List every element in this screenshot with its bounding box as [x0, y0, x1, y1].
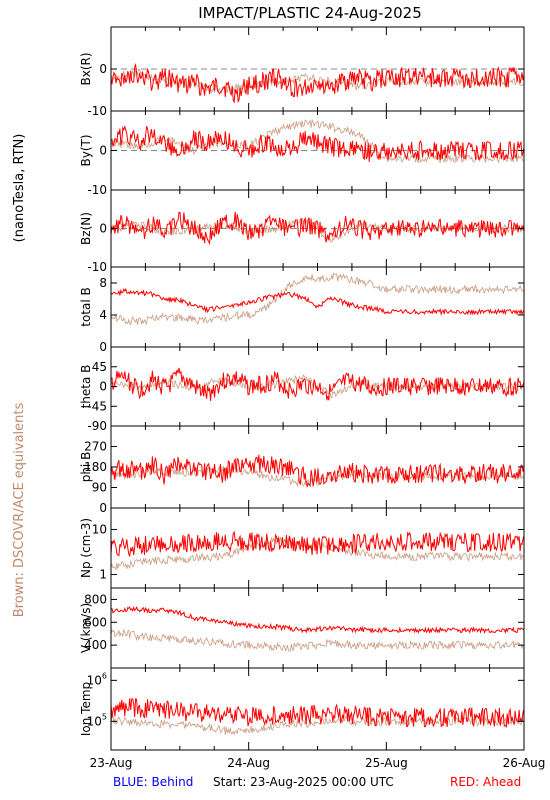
- series-ahead-line: [111, 530, 524, 557]
- series-group: [111, 530, 524, 570]
- panel-0: 0 -10 Bx(R): [79, 26, 525, 118]
- series-ahead-line: [111, 697, 524, 729]
- y-axis-label: By(T): [79, 134, 93, 166]
- y-tick-label: -10: [87, 183, 107, 197]
- y-tick-label: -10: [87, 104, 107, 118]
- y-tick-label: 270: [84, 440, 107, 454]
- y-tick-label: 800: [84, 592, 107, 606]
- y-tick-label: 1: [99, 567, 107, 581]
- chart-title: IMPACT/PLASTIC 24-Aug-2025: [198, 4, 422, 22]
- y-tick-label: 0: [99, 340, 107, 354]
- y-tick-label: 600: [84, 615, 107, 629]
- footer-ahead: RED: Ahead: [450, 775, 521, 789]
- left-label-top: (nanoTesla, RTN): [12, 134, 27, 243]
- series-ace-line: [111, 715, 524, 736]
- series-ahead-line: [111, 287, 524, 316]
- series-ahead-line: [111, 454, 524, 488]
- series-ahead-line: [111, 367, 524, 401]
- x-axis: 23-Aug 24-Aug 25-Aug 26-Aug: [90, 756, 546, 770]
- series-group: [111, 605, 524, 652]
- panel-5: 270 180 90 0 phi B: [79, 425, 525, 515]
- series-group: [111, 211, 524, 246]
- series-group: [111, 367, 524, 401]
- panels: 0 -10 Bx(R) 0 -10 By(T) 0 -10 Bz(N) 8 4 0 total B 45 0…: [79, 26, 525, 751]
- y-tick-label: 45: [92, 360, 107, 374]
- series-group: [111, 697, 524, 736]
- y-axis-label: V (km/s): [79, 603, 93, 653]
- y-tick-label: 8: [99, 276, 107, 290]
- y-tick-label: 400: [84, 638, 107, 652]
- y-tick-label: 0: [99, 144, 107, 158]
- footer-behind: BLUE: Behind: [113, 775, 193, 789]
- series-ahead-line: [111, 211, 524, 246]
- series-group: [111, 454, 524, 488]
- panel-3: 8 4 0 total B: [79, 266, 525, 354]
- panel-2: 0 -10 Bz(N): [79, 189, 525, 274]
- series-group: [111, 118, 524, 164]
- y-tick-label: -45: [87, 399, 107, 413]
- left-label-bottom: Brown: DSCOVR/ACE equivalents: [12, 403, 27, 618]
- series-group: [111, 272, 524, 326]
- series-ace-line: [111, 628, 524, 652]
- y-axis-label: theta B: [79, 365, 93, 409]
- series-ahead-line: [111, 125, 524, 162]
- panel-6: 10 1 Np (cm-3): [79, 507, 525, 589]
- y-tick-label: 180: [84, 460, 107, 474]
- y-axis-label: phi B: [79, 452, 93, 483]
- y-axis-label: total B: [79, 287, 93, 327]
- x-tick-label: 24-Aug: [227, 756, 270, 770]
- series-ahead-line: [111, 605, 524, 635]
- x-tick-label: 26-Aug: [503, 756, 546, 770]
- x-tick-label: 23-Aug: [90, 756, 133, 770]
- panel-1: 0 -10 By(T): [79, 110, 525, 197]
- y-axis-label: Ion Temp: [79, 682, 93, 736]
- y-axis-label: Bx(R): [79, 52, 93, 85]
- y-axis-label: Np (cm-3): [79, 518, 93, 578]
- x-tick-label: 25-Aug: [365, 756, 408, 770]
- y-tick-label: 90: [92, 481, 107, 495]
- series-group: [111, 62, 524, 104]
- series-ace-line: [111, 272, 524, 326]
- y-tick-label: 0: [99, 380, 107, 394]
- y-tick-label: 0: [99, 62, 107, 76]
- footer-start: Start: 23-Aug-2025 00:00 UTC: [213, 775, 394, 789]
- series-ace-line: [111, 118, 524, 164]
- series-ahead-line: [111, 62, 524, 104]
- series-ace-line: [111, 68, 524, 94]
- y-tick-label: 4: [99, 308, 107, 322]
- y-axis-label: Bz(N): [79, 212, 93, 245]
- y-tick-label: 0: [99, 501, 107, 515]
- y-tick-label: -10: [87, 260, 107, 274]
- panel-frame: [110, 667, 525, 751]
- y-tick-label: 10: [92, 522, 107, 536]
- panel-frame: [110, 266, 525, 348]
- y-tick-label: 0: [99, 222, 107, 236]
- y-tick-label: -90: [87, 419, 107, 433]
- series-ace-line: [111, 465, 524, 488]
- panel-4: 45 0 -45 -90 theta B: [79, 346, 525, 433]
